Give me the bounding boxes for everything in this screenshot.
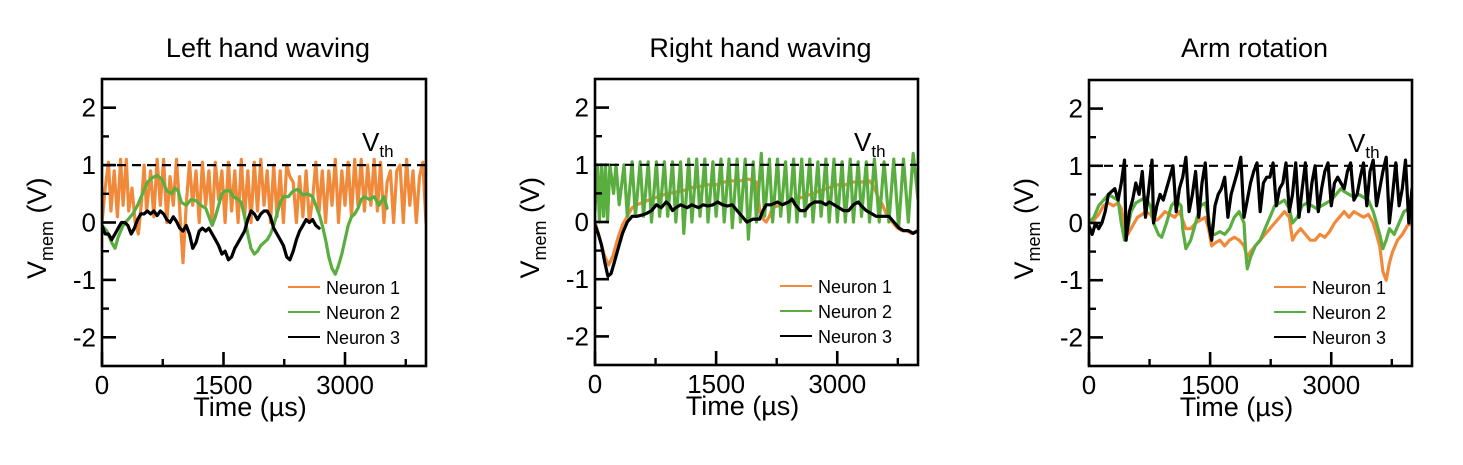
legend-item-neuron-1: Neuron 1	[780, 277, 892, 297]
y-tick-label: 0	[1069, 208, 1083, 238]
series-neuron-3	[595, 197, 918, 278]
legend-label: Neuron 2	[818, 302, 892, 322]
x-axis-label: Time (µs)	[1180, 392, 1294, 422]
threshold-label: Vth	[1348, 128, 1380, 162]
x-tick-label: 0	[1082, 370, 1096, 400]
y-axis-label: Vmem (V)	[1009, 178, 1044, 280]
x-tick-label: 1500	[1181, 370, 1239, 400]
series-neuron-2	[595, 151, 918, 241]
x-tick-label: 3000	[316, 370, 374, 400]
y-tick-label: 2	[575, 93, 589, 123]
series-neuron-3	[102, 209, 321, 262]
y-tick-label: -2	[566, 321, 589, 351]
x-tick-label: 1500	[195, 370, 253, 400]
x-tick-label: 0	[95, 370, 109, 400]
legend-item-neuron-2: Neuron 2	[780, 302, 892, 322]
legend-item-neuron-3: Neuron 3	[1274, 328, 1386, 348]
y-tick-label: -1	[73, 265, 96, 295]
y-tick-label: 2	[82, 93, 96, 123]
plot-area	[1089, 155, 1412, 282]
threshold-label: Vth	[854, 127, 886, 161]
legend-label: Neuron 1	[818, 277, 892, 297]
series-neuron-2	[1089, 187, 1412, 271]
legend-label: Neuron 1	[1312, 278, 1386, 298]
legend-label: Neuron 2	[326, 303, 400, 323]
legend-item-neuron-2: Neuron 2	[1274, 303, 1386, 323]
y-tick-label: -2	[73, 322, 96, 352]
legend-label: Neuron 2	[1312, 303, 1386, 323]
legend-item-neuron-1: Neuron 1	[288, 278, 400, 298]
legend-item-neuron-3: Neuron 3	[780, 327, 892, 347]
chart-title: Left hand waving	[166, 33, 370, 63]
legend-item-neuron-3: Neuron 3	[288, 328, 400, 348]
chart-title: Arm rotation	[1181, 33, 1328, 63]
legend-label: Neuron 3	[326, 328, 400, 348]
series-neuron-1	[1089, 201, 1412, 282]
legend-label: Neuron 1	[326, 278, 400, 298]
y-tick-label: -2	[1060, 322, 1083, 352]
legend-item-neuron-2: Neuron 2	[288, 303, 400, 323]
plot-area	[595, 151, 918, 278]
x-axis-label: Time (µs)	[193, 392, 307, 422]
plot-area	[102, 157, 426, 276]
y-tick-label: -1	[1060, 265, 1083, 295]
y-tick-label: 1	[1069, 151, 1083, 181]
plot-frame	[1087, 78, 1414, 368]
x-tick-label: 3000	[1302, 370, 1360, 400]
x-tick-label: 3000	[808, 369, 866, 399]
y-tick-label: 1	[82, 150, 96, 180]
y-tick-label: 1	[575, 150, 589, 180]
x-tick-label: 1500	[687, 369, 745, 399]
y-tick-label: 0	[575, 207, 589, 237]
series-neuron-2	[102, 173, 389, 276]
series-neuron-3	[1089, 155, 1412, 242]
x-axis-label: Time (µs)	[686, 391, 800, 421]
legend-label: Neuron 3	[1312, 328, 1386, 348]
y-tick-label: 2	[1069, 94, 1083, 124]
legend-item-neuron-1: Neuron 1	[1274, 278, 1386, 298]
y-tick-label: 0	[82, 208, 96, 238]
y-tick-label: -1	[566, 264, 589, 294]
x-tick-label: 0	[588, 369, 602, 399]
chart-title: Right hand waving	[649, 33, 871, 63]
legend-label: Neuron 3	[818, 327, 892, 347]
